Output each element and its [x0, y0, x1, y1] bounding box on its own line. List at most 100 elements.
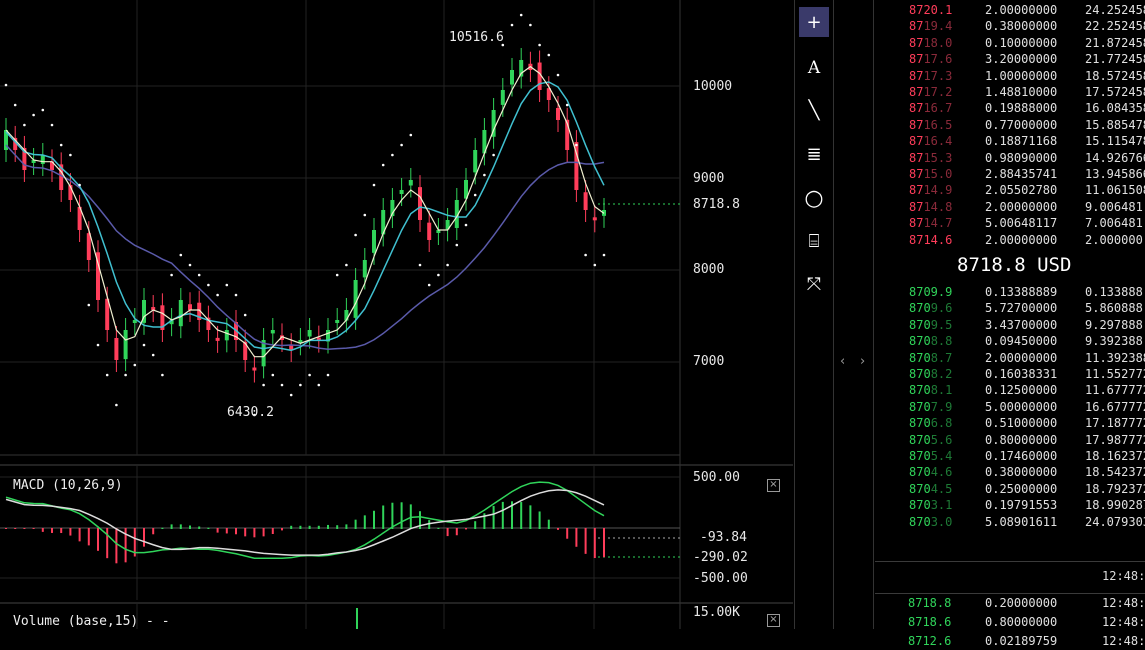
- price-dim-part: 5.4: [930, 449, 953, 463]
- macd-histogram-bar: [124, 528, 127, 563]
- macd-line: [5, 481, 605, 559]
- bid-amount: 5.08901611: [985, 514, 1058, 529]
- sar-dot: [216, 293, 219, 297]
- ask-row[interactable]: 8719.4 0.38000000 22.252458: [875, 18, 1145, 35]
- sar-dot: [473, 193, 477, 197]
- bid-row[interactable]: 8709.6 5.72700000 5.860888: [875, 300, 1145, 317]
- close-macd-pane-icon[interactable]: ×: [767, 479, 780, 492]
- macd-histogram-bar: [216, 528, 219, 533]
- bid-row[interactable]: 8703.1 0.19791553 18.990287: [875, 497, 1145, 514]
- bid-row[interactable]: 8704.5 0.25000000 18.792372: [875, 481, 1145, 498]
- horizontal-lines-icon[interactable]: ≣: [806, 143, 822, 165]
- ask-row[interactable]: 8715.3 0.98090000 14.926766: [875, 150, 1145, 167]
- bid-row[interactable]: 8709.9 0.13388889 0.133888: [875, 284, 1145, 301]
- bid-row[interactable]: 8708.1 0.12500000 11.677772: [875, 382, 1145, 399]
- ask-row[interactable]: 8717.2 1.48810000 17.572458: [875, 84, 1145, 101]
- bid-amount: 0.17460000: [985, 449, 1058, 463]
- candle-body: [519, 60, 524, 77]
- macd-histogram-bar: [87, 528, 90, 546]
- bid-row[interactable]: 8709.5 3.43700000 9.297888: [875, 317, 1145, 334]
- panel-splitter[interactable]: ‹ ›: [833, 0, 874, 629]
- ask-row[interactable]: 8714.9 2.05502780 11.061508: [875, 182, 1145, 199]
- sar-dot: [381, 163, 385, 167]
- sar-dot: [547, 53, 551, 57]
- bid-row[interactable]: 8708.7 2.00000000 11.392388: [875, 350, 1145, 367]
- candle-body: [151, 307, 156, 311]
- bid-amount: 0.16038331: [985, 367, 1058, 381]
- ask-total: 21.872458: [1085, 35, 1145, 50]
- ask-row[interactable]: 8716.4 0.18871168 15.115478: [875, 133, 1145, 150]
- candle-body: [77, 206, 82, 230]
- bid-row[interactable]: 8708.8 0.09450000 9.392388: [875, 333, 1145, 350]
- ask-row[interactable]: 8716.5 0.77000000 15.885478: [875, 117, 1145, 134]
- close-volume-pane-icon[interactable]: ×: [767, 614, 780, 627]
- bid-row[interactable]: 8707.9 5.00000000 16.677772: [875, 399, 1145, 416]
- crosshair-icon[interactable]: +: [799, 7, 829, 37]
- ask-row[interactable]: 8717.3 1.00000000 18.572458: [875, 68, 1145, 85]
- candle-body: [583, 192, 588, 210]
- macd-histogram-bar: [143, 528, 145, 547]
- price-bright-part: 870: [909, 449, 931, 463]
- candle-body: [344, 310, 349, 321]
- price-chart-area[interactable]: 10000 9000 8000 7000 8718.8 10516.6 6430…: [0, 0, 793, 629]
- sar-dot: [124, 373, 127, 377]
- circle-tool-icon[interactable]: ○: [804, 185, 824, 211]
- text-tool-icon[interactable]: A: [807, 58, 821, 78]
- ask-row[interactable]: 8714.6 2.00000000 2.000000: [875, 232, 1145, 249]
- move-arrows-icon[interactable]: ⤧: [806, 273, 822, 295]
- ask-row[interactable]: 8720.1 2.00000000 24.252458: [875, 2, 1145, 19]
- macd-histogram-bar: [575, 528, 578, 547]
- chevron-left-icon[interactable]: ‹: [840, 354, 846, 369]
- ask-row[interactable]: 8715.0 2.88435741 13.945866: [875, 166, 1145, 183]
- bid-amount: 3.43700000: [985, 317, 1058, 332]
- ask-row[interactable]: 8717.6 3.20000000 21.772458: [875, 51, 1145, 68]
- line-tool-icon[interactable]: ╲: [808, 99, 820, 121]
- ask-row[interactable]: 8718.0 0.10000000 21.872458: [875, 35, 1145, 52]
- macd-histogram-bar: [336, 525, 339, 529]
- ask-total: 9.006481: [1085, 199, 1143, 214]
- ask-row[interactable]: 8714.8 2.00000000 9.006481: [875, 199, 1145, 216]
- ma-mid-line: [5, 81, 605, 352]
- sar-dot: [179, 253, 183, 257]
- macd-histogram-bar: [465, 528, 467, 530]
- sar-dot: [483, 173, 486, 177]
- candle-body: [96, 252, 100, 300]
- volume-title: Volume (base,15) - -: [13, 614, 170, 629]
- sar-dot: [105, 373, 109, 377]
- bid-row[interactable]: 8704.6 0.38000000 18.542372: [875, 464, 1145, 481]
- candle-body: [546, 88, 551, 100]
- ask-row[interactable]: 8716.7 0.19888000 16.084358: [875, 100, 1145, 117]
- high-price-label: 10516.6: [449, 30, 504, 45]
- sar-dot: [409, 133, 413, 137]
- bid-row[interactable]: 8708.2 0.16038331 11.552772: [875, 366, 1145, 383]
- chevron-right-icon[interactable]: ›: [860, 354, 866, 369]
- bid-amount: 0.09450000: [985, 334, 1058, 349]
- price-bright-part: 8720.1: [909, 3, 953, 17]
- chart-canvas[interactable]: [0, 0, 793, 629]
- sar-dot: [345, 263, 348, 267]
- bid-row[interactable]: 8703.0 5.08901611 24.079303: [875, 514, 1145, 531]
- bid-price: 8708.2: [909, 366, 952, 383]
- bid-amount: 0.80000000: [985, 432, 1058, 447]
- trade-row: 8718.6 0.80000000 12:48:: [875, 614, 1145, 631]
- macd-histogram-bar: [501, 501, 504, 529]
- bid-row[interactable]: 8706.8 0.51000000 17.187772: [875, 415, 1145, 432]
- price-dim-part: 18.0: [923, 35, 953, 50]
- ask-total: 17.572458: [1085, 85, 1145, 99]
- fibonacci-tool-icon[interactable]: ⌸: [808, 230, 820, 252]
- macd-histogram-bar: [60, 528, 63, 534]
- macd-histogram-bar: [115, 528, 118, 564]
- macd-histogram-bar: [281, 528, 283, 531]
- candle-body: [132, 320, 137, 323]
- macd-histogram-bar: [400, 502, 403, 529]
- ask-amount: 2.05502780: [985, 183, 1058, 198]
- macd-histogram-bar: [308, 525, 311, 529]
- ask-total: 13.945866: [1085, 167, 1145, 181]
- ask-row[interactable]: 8714.7 5.00648117 7.006481: [875, 215, 1145, 232]
- ask-price: 8714.6: [909, 232, 952, 249]
- bid-row[interactable]: 8705.6 0.80000000 17.987772: [875, 432, 1145, 449]
- drawing-toolbar: + A ╲ ≣ ○ ⌸ ⤧: [794, 0, 834, 629]
- bid-row[interactable]: 8705.4 0.17460000 18.162372: [875, 448, 1145, 465]
- candle-body: [13, 137, 18, 150]
- price-dim-part: 15.0: [923, 167, 953, 181]
